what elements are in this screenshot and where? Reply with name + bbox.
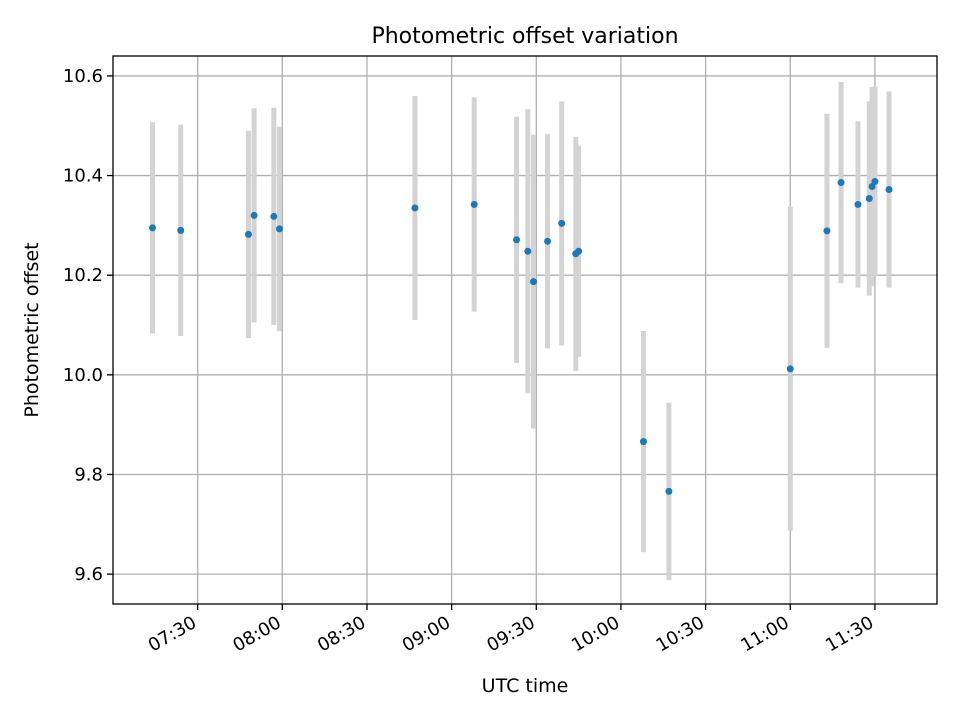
data-point bbox=[250, 211, 258, 219]
chart-title: Photometric offset variation bbox=[371, 24, 678, 49]
data-point bbox=[244, 230, 252, 238]
data-point bbox=[411, 204, 419, 212]
data-point bbox=[513, 236, 521, 244]
data-point bbox=[524, 247, 532, 255]
data-points bbox=[149, 178, 893, 495]
data-point bbox=[823, 227, 831, 235]
data-point bbox=[270, 212, 278, 220]
y-axis-label: Photometric offset bbox=[21, 242, 43, 417]
y-tick-label: 10.4 bbox=[63, 166, 103, 187]
data-point bbox=[529, 278, 537, 286]
plot-frame bbox=[112, 55, 938, 605]
data-point bbox=[665, 487, 673, 495]
data-point bbox=[275, 225, 283, 233]
data-point bbox=[575, 247, 583, 255]
data-point bbox=[149, 224, 157, 232]
data-point bbox=[640, 438, 648, 446]
data-point bbox=[544, 237, 552, 245]
data-point bbox=[885, 186, 893, 194]
x-axis-label: UTC time bbox=[482, 675, 569, 697]
y-tick-label: 9.8 bbox=[74, 464, 103, 485]
data-point bbox=[865, 194, 873, 202]
data-point bbox=[837, 179, 845, 187]
data-point bbox=[786, 365, 794, 373]
y-axis: 9.6 9.8 10.0 10.2 10.4 10.6 bbox=[63, 66, 113, 585]
data-point bbox=[177, 226, 185, 234]
data-point bbox=[871, 178, 879, 186]
data-point bbox=[558, 219, 566, 227]
data-point bbox=[470, 200, 478, 208]
y-tick-label: 10.2 bbox=[63, 265, 103, 286]
data-point bbox=[854, 200, 862, 208]
y-tick-label: 9.6 bbox=[74, 564, 103, 585]
y-tick-label: 10.6 bbox=[63, 66, 103, 87]
grid bbox=[113, 56, 937, 604]
y-tick-label: 10.0 bbox=[63, 365, 103, 386]
